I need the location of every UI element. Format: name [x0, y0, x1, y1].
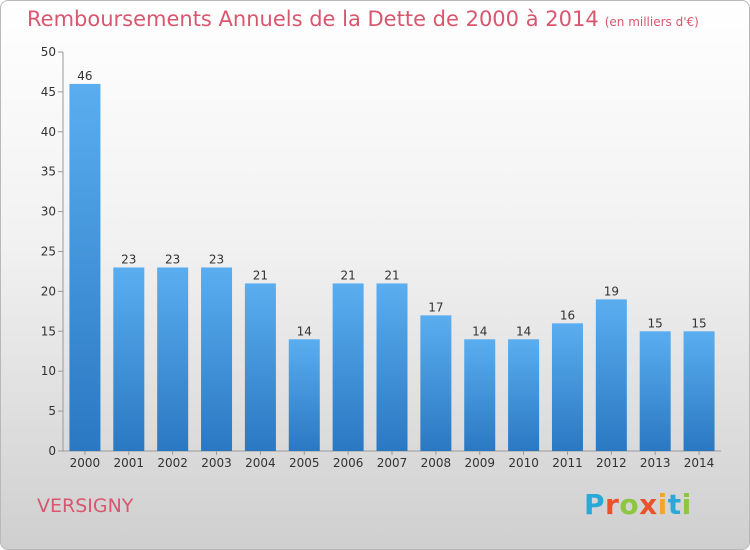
y-tick-label: 5: [48, 404, 56, 418]
value-label-2003: 23: [209, 252, 224, 266]
x-tick-label-2010: 2010: [508, 456, 539, 470]
value-label-2005: 14: [297, 324, 312, 338]
logo-letter: x: [639, 488, 658, 521]
value-label-2008: 17: [428, 300, 443, 314]
bar-2012: [595, 299, 627, 451]
bar-2013: [639, 331, 671, 451]
value-label-2010: 14: [516, 324, 531, 338]
y-tick-label: 30: [41, 205, 56, 219]
y-tick-label: 25: [41, 245, 56, 259]
bar-2011: [551, 323, 583, 451]
logo-letter: o: [619, 488, 640, 521]
chart-title-text: Remboursements Annuels de la Dette de 20…: [27, 7, 599, 31]
y-tick-label: 45: [41, 85, 56, 99]
y-tick-label: 40: [41, 125, 56, 139]
bar-2000: [69, 83, 101, 452]
x-tick-label-2009: 2009: [464, 456, 495, 470]
value-label-2013: 15: [648, 316, 663, 330]
bar-2009: [464, 339, 496, 451]
y-tick-label: 35: [41, 165, 56, 179]
x-tick-label-2012: 2012: [596, 456, 627, 470]
chart-title: Remboursements Annuels de la Dette de 20…: [27, 7, 699, 31]
x-tick-label-2008: 2008: [421, 456, 452, 470]
logo-letter: i: [681, 488, 692, 521]
x-tick-label-2001: 2001: [114, 456, 145, 470]
bar-2001: [113, 267, 145, 451]
y-tick-label: 50: [41, 45, 56, 59]
bar-2010: [508, 339, 540, 451]
bar-2003: [201, 267, 233, 451]
x-tick-label-2000: 2000: [70, 456, 101, 470]
value-label-2001: 23: [121, 252, 136, 266]
value-label-2007: 21: [384, 268, 399, 282]
x-tick-label-2006: 2006: [333, 456, 364, 470]
value-label-2009: 14: [472, 324, 487, 338]
x-tick-label-2011: 2011: [552, 456, 583, 470]
value-label-2004: 21: [253, 268, 268, 282]
bar-2007: [376, 283, 408, 451]
logo-letter: r: [605, 488, 620, 521]
x-tick-label-2007: 2007: [377, 456, 408, 470]
proxiti-logo: Proxiti: [584, 488, 692, 521]
bar-2002: [157, 267, 189, 451]
x-tick-label-2002: 2002: [157, 456, 188, 470]
y-tick-label: 0: [48, 444, 56, 458]
logo-letter: i: [657, 488, 668, 521]
x-tick-label-2014: 2014: [684, 456, 715, 470]
commune-name: VERSIGNY: [37, 495, 134, 517]
logo-letter: P: [584, 488, 606, 521]
bar-2004: [244, 283, 276, 451]
x-tick-label-2013: 2013: [640, 456, 671, 470]
logo-letter: t: [667, 488, 682, 521]
value-label-2002: 23: [165, 252, 180, 266]
value-label-2000: 46: [77, 69, 92, 83]
y-tick-label: 15: [41, 324, 56, 338]
x-tick-label-2004: 2004: [245, 456, 276, 470]
value-label-2006: 21: [340, 268, 355, 282]
value-label-2011: 16: [560, 308, 575, 322]
bar-2006: [332, 283, 364, 451]
y-tick-label: 20: [41, 284, 56, 298]
value-label-2014: 15: [691, 316, 706, 330]
x-tick-label-2005: 2005: [289, 456, 320, 470]
value-label-2012: 19: [604, 284, 619, 298]
bar-2005: [288, 339, 320, 451]
unit-note: (en milliers d'€): [604, 15, 699, 29]
x-tick-label-2003: 2003: [201, 456, 232, 470]
bar-2008: [420, 315, 452, 451]
y-tick-label: 10: [41, 364, 56, 378]
bar-2014: [683, 331, 715, 451]
